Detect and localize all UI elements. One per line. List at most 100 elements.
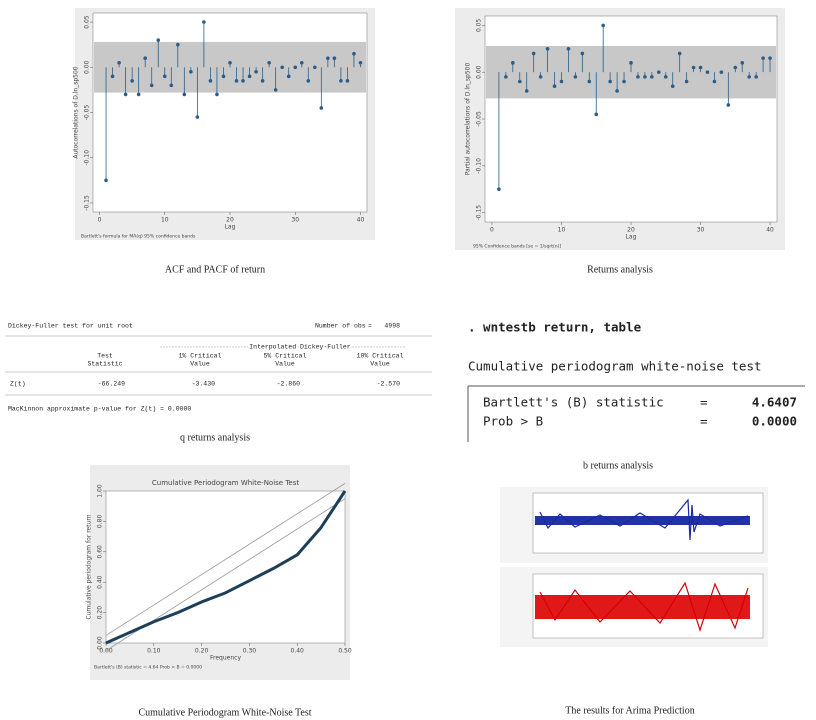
table-footer: MacKinnon approximate p-value for Z(t) =… (8, 406, 191, 413)
col-head: 1% Critical (179, 353, 222, 360)
col-head: Value (370, 361, 390, 368)
stem-point (117, 60, 121, 65)
stat-eq: = (700, 395, 708, 410)
stem-point (123, 92, 128, 97)
x-tick-label: 20 (226, 217, 234, 224)
caption: ACF and PACF of return (165, 264, 265, 275)
command: . wntestb return, table (468, 320, 642, 335)
row-label: Z(t) (10, 381, 26, 388)
x-tick-label: 0.30 (243, 648, 257, 655)
stem-point (608, 79, 612, 84)
stem-point (149, 83, 154, 88)
obs-eq: = (368, 323, 372, 330)
stem-point (169, 83, 174, 88)
stem-point (573, 75, 578, 79)
stem-point (643, 75, 647, 79)
stem-point (538, 75, 543, 79)
x-tick-label: 10 (558, 227, 566, 234)
stem-point (698, 65, 703, 70)
stem-point (260, 79, 265, 83)
x-tick-label: 30 (291, 217, 299, 224)
y-tick-label: -0.05 (476, 111, 483, 127)
stem-point (677, 51, 682, 56)
stat-value: 4.6407 (752, 395, 797, 410)
stem-point (531, 51, 536, 56)
noise-line (539, 581, 749, 632)
stat-eq: = (700, 414, 708, 429)
stem-point (552, 84, 557, 89)
df-table: Dickey-Fuller test for unit root Number … (5, 323, 432, 413)
stem-point (273, 88, 278, 92)
stem-point (176, 42, 180, 47)
periodogram-line (105, 490, 347, 645)
stem-point (208, 79, 213, 83)
chart-title: Cumulative Periodogram White-Noise Test (152, 479, 300, 487)
x-tick-label: 0 (98, 217, 102, 224)
stem-point (306, 79, 311, 83)
x-tick-label: 0 (490, 227, 494, 234)
stat-label: Bartlett's (B) statistic (483, 395, 664, 410)
stem-point (636, 75, 640, 79)
arima-plots (500, 487, 768, 647)
y-tick-label: 0.00 (84, 60, 91, 74)
x-tick-label: 40 (357, 217, 365, 224)
stem-point (110, 74, 115, 79)
stem-point (768, 56, 772, 60)
col-head: Test (97, 353, 113, 360)
y-tick-label: -0.15 (476, 205, 483, 221)
noise-line (539, 498, 749, 541)
stem-point (657, 70, 661, 74)
stem-point (545, 46, 550, 51)
stem-point (517, 79, 522, 84)
cell: -66.249 (98, 381, 125, 388)
x-tick-label: 30 (697, 227, 705, 234)
stem-point (195, 115, 200, 119)
x-tick-label: 0.00 (99, 648, 113, 655)
stem-point (719, 70, 724, 74)
stem-point (761, 56, 765, 60)
stem-point (352, 51, 356, 56)
x-tick-label: 0.40 (291, 648, 305, 655)
stem-point (733, 65, 738, 70)
stem-point (143, 56, 147, 61)
stem-point (202, 20, 206, 24)
stem-point (299, 60, 304, 65)
x-axis-label: Frequency (210, 655, 241, 662)
stem-point (691, 65, 696, 70)
x-tick-label: 0.20 (195, 648, 209, 655)
y-tick-label: 0.20 (97, 606, 104, 620)
stem-point (313, 65, 317, 70)
stem-point (332, 56, 337, 61)
note: Bartlett's formula for MA(q) 95% confide… (81, 234, 196, 240)
stem-point (663, 75, 668, 79)
x-tick-label: 10 (161, 217, 169, 224)
caption: q returns analysis (180, 432, 250, 443)
cell: -3.430 (192, 381, 216, 388)
stem-point (189, 69, 193, 74)
stem-point (254, 69, 258, 74)
y-axis-label: Partial autocorrelations of D.ln_sp500 (465, 63, 472, 176)
y-tick-label: -0.05 (84, 105, 91, 121)
stem-point (566, 46, 571, 51)
stem-point (587, 79, 592, 84)
cell: -2.570 (377, 381, 401, 388)
stem-point (594, 112, 599, 117)
wntestb-output: . wntestb return, table Cumulative perio… (467, 320, 805, 442)
stem-point (754, 75, 758, 79)
x-tick-label: 0.10 (147, 648, 161, 655)
col-head: Value (275, 361, 295, 368)
stat-value: 0.0000 (752, 414, 797, 429)
stem-point (726, 103, 731, 107)
stem-point (524, 89, 529, 93)
stem-point (234, 79, 239, 83)
stem-point (497, 187, 501, 192)
stem-point (504, 75, 508, 79)
output-title: Cumulative periodogram white-noise test (468, 359, 762, 374)
x-tick-label: 0.50 (338, 648, 352, 655)
stem-point (286, 74, 291, 79)
x-tick-label: 20 (627, 227, 635, 234)
plot-area (105, 490, 346, 644)
stem-point (280, 65, 284, 70)
noise-band (535, 516, 750, 525)
